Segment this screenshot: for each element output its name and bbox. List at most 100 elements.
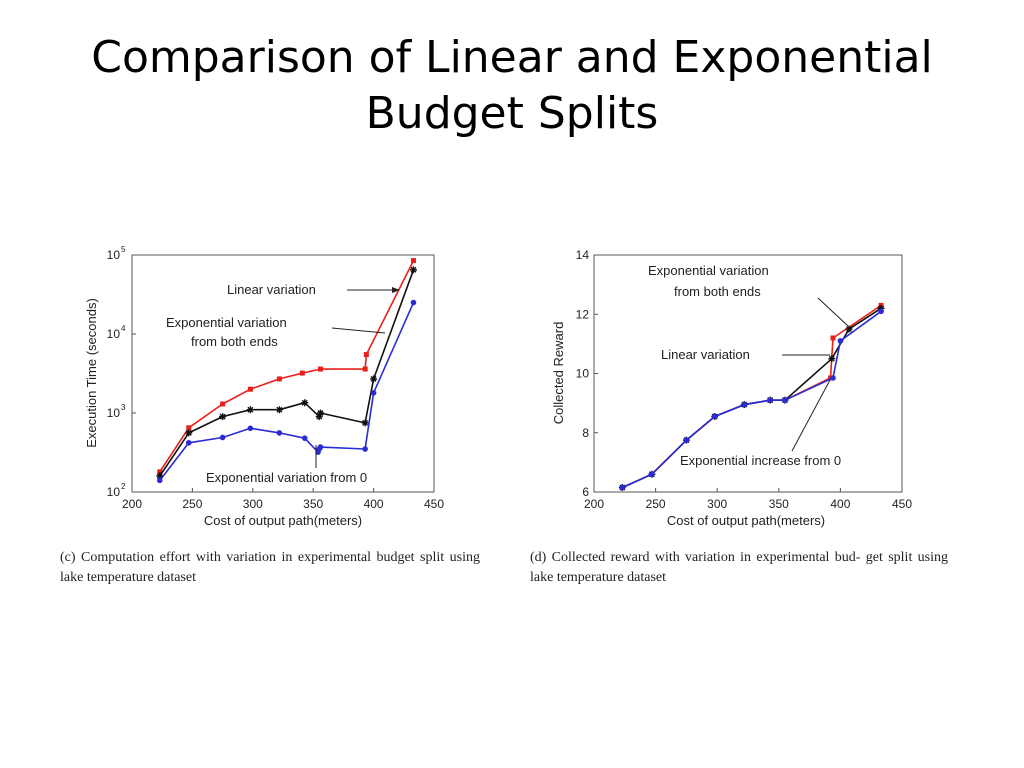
x-tick-label: 200 (584, 497, 604, 511)
data-point-8 (845, 325, 853, 333)
data-point-3 (247, 386, 253, 392)
y-tick-label: 8 (582, 426, 589, 440)
series-2 (619, 308, 884, 491)
series-2 (156, 299, 417, 484)
annotation-arrow-exp-both (331, 327, 386, 334)
data-point-8 (830, 335, 836, 341)
x-tick-label: 350 (769, 497, 789, 511)
x-tick-label: 250 (182, 497, 202, 511)
x-tick-label: 300 (243, 497, 263, 511)
caption-right: (d) Collected reward with variation in e… (530, 550, 948, 585)
series-0 (157, 258, 416, 475)
y-tick-label: 10 (576, 367, 590, 381)
x-tick-label: 400 (364, 497, 384, 511)
y-tick-label: 10 (107, 327, 121, 341)
collected-reward-chart: 200 250 300 350 400 450 6 8 10 12 14 Cost of outpu… (530, 240, 930, 540)
annotation-exp-both-line2: from both ends (674, 284, 761, 299)
data-point-6 (317, 366, 323, 372)
data-point-3 (247, 425, 254, 432)
data-point-9 (370, 375, 378, 383)
data-point-2 (219, 434, 226, 441)
x-tick-label: 250 (646, 497, 666, 511)
data-point-1 (185, 439, 192, 446)
y-tick-exponent: 5 (121, 245, 126, 254)
annotation-arrow-exp-both (817, 297, 849, 327)
data-point-7 (316, 409, 324, 417)
annotation-arrowhead-linear (392, 287, 400, 293)
annotation-exp-from-zero: Exponential variation from 0 (206, 470, 367, 485)
data-point-4 (276, 376, 282, 382)
data-point-7 (828, 355, 836, 363)
slide-title-line-1: Comparison of Linear and Exponential (91, 32, 933, 83)
data-point-2 (219, 413, 227, 421)
data-point-5 (301, 435, 308, 441)
data-point-1 (185, 429, 193, 437)
data-point-0 (157, 469, 163, 475)
data-point-2 (683, 437, 690, 443)
data-point-1 (186, 425, 192, 431)
x-tick-label: 450 (892, 497, 912, 511)
data-point-8 (317, 444, 324, 450)
data-point-3 (711, 413, 718, 420)
annotation-linear-variation: Linear variation (661, 347, 750, 362)
caption-left: (c) Computation effort with variation in… (60, 550, 480, 585)
plot-frame (593, 254, 903, 493)
data-point-0 (156, 477, 163, 484)
data-point-0 (156, 472, 164, 480)
data-point-6 (782, 397, 788, 403)
annotation-exp-both-line2: from both ends (191, 334, 278, 349)
annotation-arrow-exp-zero (791, 379, 831, 452)
data-point-2 (220, 401, 226, 407)
data-point-4 (275, 406, 283, 414)
series-line-2 (621, 310, 882, 489)
slide-title: Comparison of Linear and Exponential Bud… (0, 30, 1024, 142)
slide-title-line-2: Budget Splits (365, 88, 659, 139)
data-point-9 (877, 304, 885, 312)
y-tick-exponent: 3 (121, 403, 126, 412)
data-point-4 (276, 430, 283, 436)
y-tick-label: 12 (576, 307, 590, 321)
data-point-0 (619, 484, 626, 491)
data-point-9 (410, 258, 416, 264)
data-point-5 (299, 370, 305, 376)
series-line-0 (159, 260, 415, 473)
data-point-10 (370, 390, 377, 396)
data-point-1 (649, 471, 655, 478)
y-axis-label: Execution Time (seconds) (84, 298, 99, 448)
x-tick-label: 200 (122, 497, 142, 511)
data-point-8 (837, 338, 844, 344)
x-tick-label: 400 (830, 497, 850, 511)
series-line-2 (159, 302, 415, 481)
x-axis-label: Cost of output path(meters) (667, 513, 825, 528)
y-tick-label: 14 (576, 248, 590, 262)
annotation-exp-increase-zero: Exponential increase from 0 (680, 453, 841, 468)
data-point-5 (767, 397, 773, 403)
data-point-7 (830, 375, 836, 381)
y-tick-label: 10 (107, 248, 121, 262)
y-axis-label: Collected Reward (551, 322, 566, 425)
data-point-5 (301, 399, 309, 407)
data-point-8 (363, 352, 369, 358)
y-tick-exponent: 4 (121, 324, 126, 333)
x-tick-label: 450 (424, 497, 444, 511)
series-1 (156, 266, 417, 480)
data-point-4 (741, 401, 748, 408)
collected-reward-chart-svg: 200 250 300 350 400 450 6 8 10 12 14 Cost of outpu… (551, 248, 912, 528)
data-point-3 (246, 406, 254, 414)
execution-time-chart: 200 250 300 350 400 450 10 2 10 3 10 4 10 5 Cost of o… (60, 240, 460, 540)
y-tick-label: 10 (107, 485, 121, 499)
y-tick-exponent: 2 (121, 482, 126, 491)
data-point-7 (362, 366, 368, 372)
annotation-exp-both-line1: Exponential variation (166, 315, 287, 330)
x-tick-label: 350 (303, 497, 323, 511)
data-point-10 (409, 266, 417, 274)
data-point-11 (410, 299, 417, 306)
data-point-8 (361, 419, 369, 427)
y-tick-label: 10 (107, 406, 121, 420)
data-point-6 (315, 413, 323, 421)
annotation-exp-both-line1: Exponential variation (648, 263, 769, 278)
data-point-9 (878, 308, 884, 315)
x-tick-label: 300 (707, 497, 727, 511)
data-point-9 (362, 446, 368, 452)
